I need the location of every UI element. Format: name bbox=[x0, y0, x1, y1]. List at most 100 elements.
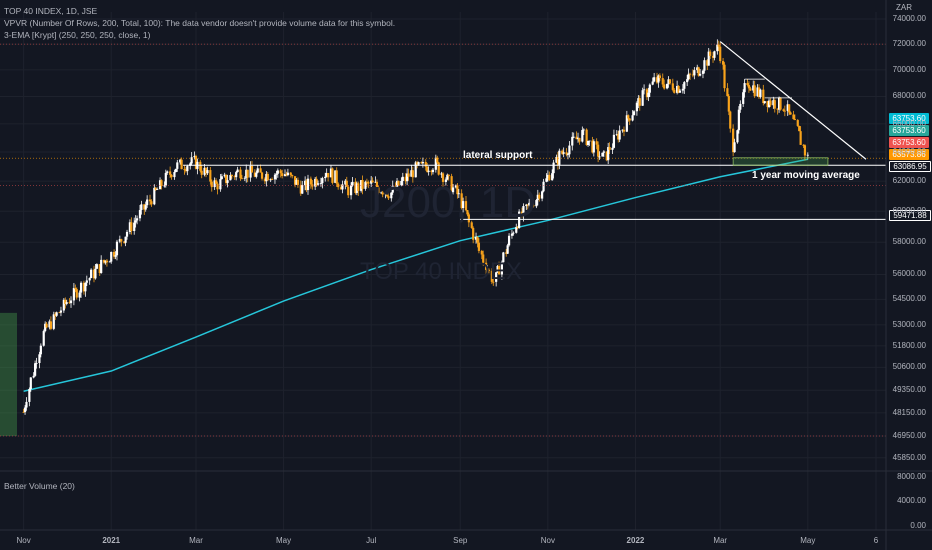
candle-up bbox=[32, 375, 35, 378]
candle-down bbox=[49, 321, 53, 329]
candle-down bbox=[628, 118, 631, 121]
x-tick-label: May bbox=[800, 536, 816, 545]
candle-up bbox=[390, 192, 393, 199]
candle-down bbox=[246, 169, 249, 178]
candle-down bbox=[260, 172, 264, 179]
candle-up bbox=[707, 51, 710, 66]
candle-up bbox=[325, 173, 328, 177]
candle-down bbox=[270, 179, 274, 180]
candle-up bbox=[128, 222, 132, 232]
volume-tick-0: 0.00 bbox=[910, 521, 926, 530]
candle-up bbox=[716, 44, 719, 52]
candle-up bbox=[713, 51, 716, 58]
candle-up bbox=[602, 151, 605, 153]
x-tick-label: Mar bbox=[713, 536, 728, 545]
candle-up bbox=[273, 174, 277, 180]
y-tick-label: 66000.00 bbox=[892, 118, 926, 128]
y-tick-label: 49350.00 bbox=[892, 385, 926, 395]
candle-down bbox=[595, 141, 598, 145]
candle-up bbox=[306, 178, 310, 191]
candle-up bbox=[28, 389, 31, 402]
candle-down bbox=[792, 114, 795, 120]
ema-line bbox=[23, 158, 808, 392]
candle-down bbox=[281, 173, 284, 176]
vpvr-indicator-label[interactable]: VPVR (Number Of Rows, 200, Total, 100): … bbox=[4, 18, 396, 28]
candle-down bbox=[719, 46, 722, 62]
candle-up bbox=[173, 172, 176, 178]
y-tick-label: 46950.00 bbox=[892, 431, 926, 440]
y-tick-label: 54500.00 bbox=[892, 294, 926, 304]
candle-up bbox=[275, 173, 278, 175]
candle-down bbox=[645, 89, 649, 98]
candle-up bbox=[276, 170, 279, 174]
candle-up bbox=[572, 136, 575, 138]
candle-up bbox=[635, 102, 639, 112]
candle-up bbox=[457, 193, 460, 195]
candle-up bbox=[44, 323, 47, 332]
candle-up bbox=[295, 179, 298, 185]
candle-down bbox=[617, 134, 620, 140]
candle-up bbox=[698, 73, 702, 76]
candle-up bbox=[631, 115, 634, 121]
candle-down bbox=[375, 181, 379, 188]
x-tick-label: Mar bbox=[189, 536, 203, 545]
candle-down bbox=[296, 179, 300, 185]
candle-up bbox=[683, 82, 686, 89]
candle-down bbox=[154, 187, 157, 190]
candle-up bbox=[25, 401, 28, 408]
candle-down bbox=[239, 169, 242, 179]
candle-up bbox=[733, 142, 736, 153]
candle-up bbox=[236, 169, 239, 173]
candle-down bbox=[673, 89, 676, 93]
candle-down bbox=[450, 176, 453, 193]
candle-up bbox=[380, 192, 383, 194]
candle-up bbox=[144, 205, 147, 210]
candle-up bbox=[701, 70, 705, 74]
candle-down bbox=[105, 260, 109, 263]
candle-up bbox=[647, 92, 650, 98]
price-badge: 63753.60 bbox=[889, 125, 929, 136]
candle-down bbox=[22, 411, 25, 413]
candle-up bbox=[500, 262, 503, 275]
watermark-name: TOP 40 INDEX bbox=[360, 258, 522, 285]
candle-down bbox=[773, 100, 776, 109]
downtrend-line bbox=[719, 41, 867, 160]
candle-up bbox=[507, 235, 511, 246]
candle-up bbox=[743, 83, 746, 93]
candle-up bbox=[364, 181, 367, 189]
candle-up bbox=[118, 239, 121, 242]
candle-up bbox=[88, 278, 91, 281]
lateral-support-annotation: lateral support bbox=[463, 150, 533, 161]
candle-up bbox=[314, 178, 317, 187]
candle-up bbox=[69, 300, 73, 304]
candle-up bbox=[454, 185, 458, 188]
candle-up bbox=[703, 60, 706, 71]
price-badge: 63753.60 bbox=[889, 137, 929, 148]
candle-up bbox=[427, 170, 430, 172]
support-zone-box bbox=[732, 157, 829, 166]
candle-up bbox=[135, 218, 139, 221]
candle-up bbox=[283, 174, 287, 176]
candle-up bbox=[156, 189, 159, 190]
candle-up bbox=[29, 377, 32, 390]
candle-up bbox=[79, 282, 83, 293]
candle-down bbox=[123, 241, 126, 243]
candle-up bbox=[223, 174, 226, 177]
candle-up bbox=[95, 264, 98, 269]
candle-down bbox=[233, 176, 236, 178]
ema-indicator-label[interactable]: 3-EMA [Krypt] (250, 250, 250, close, 1) bbox=[4, 30, 151, 40]
candle-up bbox=[62, 299, 65, 311]
candle-down bbox=[337, 183, 340, 188]
candle-down bbox=[757, 87, 761, 98]
candle-down bbox=[482, 254, 485, 263]
chart-title[interactable]: TOP 40 INDEX, 1D, JSE bbox=[4, 6, 98, 16]
candle-down bbox=[98, 264, 101, 274]
support-levels bbox=[0, 43, 886, 437]
volume-indicator-label[interactable]: Better Volume (20) bbox=[4, 481, 75, 491]
candle-up bbox=[582, 129, 585, 131]
candle-up bbox=[601, 152, 604, 157]
candle-up bbox=[641, 90, 644, 106]
candle-down bbox=[82, 282, 86, 292]
